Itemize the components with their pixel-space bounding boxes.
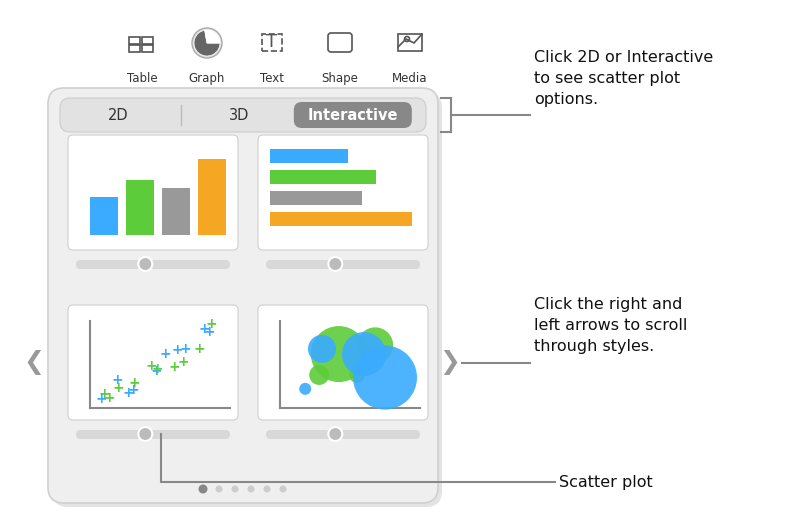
Text: +: + [198, 322, 209, 335]
Text: Click the right and
left arrows to scroll
through styles.: Click the right and left arrows to scrol… [534, 297, 687, 354]
Text: T: T [266, 33, 277, 51]
Bar [0, 0, 500, 85]
FancyBboxPatch shape [266, 260, 419, 269]
Circle shape [198, 485, 208, 494]
Bar [270, 191, 362, 205]
Bar [129, 45, 139, 52]
Text: +: + [113, 381, 124, 395]
Circle shape [138, 257, 152, 271]
FancyBboxPatch shape [258, 305, 427, 420]
Text: Text: Text [260, 72, 284, 85]
Text: +: + [112, 372, 123, 387]
Bar [142, 45, 152, 52]
Bar [129, 37, 139, 44]
Wedge shape [204, 30, 220, 43]
Text: Shape: Shape [321, 72, 358, 85]
Circle shape [311, 326, 367, 382]
Text: +: + [205, 317, 217, 331]
Circle shape [357, 327, 393, 363]
Text: +: + [104, 391, 115, 405]
Circle shape [231, 486, 238, 492]
Circle shape [279, 486, 286, 492]
Circle shape [215, 486, 222, 492]
FancyBboxPatch shape [294, 102, 411, 128]
FancyBboxPatch shape [48, 88, 437, 503]
Text: Interactive: Interactive [307, 107, 397, 123]
Text: +: + [168, 360, 180, 374]
Text: Table: Table [127, 72, 157, 85]
Text: ❯: ❯ [439, 350, 460, 375]
Bar [198, 159, 225, 235]
Wedge shape [194, 30, 220, 56]
Bar [270, 212, 411, 226]
Text: +: + [159, 348, 171, 361]
Bar [162, 188, 190, 235]
FancyBboxPatch shape [68, 135, 238, 250]
Circle shape [353, 345, 417, 409]
Text: Scatter plot: Scatter plot [558, 475, 652, 489]
FancyBboxPatch shape [68, 305, 238, 420]
Text: +: + [98, 387, 109, 400]
Bar [270, 170, 376, 184]
Text: +: + [96, 392, 107, 406]
Text: +: + [127, 384, 139, 397]
Text: +: + [171, 343, 183, 357]
Text: +: + [122, 386, 134, 400]
Text: +: + [178, 342, 191, 357]
Text: Graph: Graph [189, 72, 225, 85]
Circle shape [341, 332, 385, 376]
Circle shape [298, 383, 311, 395]
Bar [270, 149, 348, 163]
Bar [90, 197, 118, 235]
Text: ❮: ❮ [24, 350, 45, 375]
Circle shape [309, 365, 328, 385]
Text: +: + [194, 342, 205, 355]
FancyBboxPatch shape [76, 430, 230, 439]
Circle shape [191, 28, 221, 58]
Circle shape [328, 427, 342, 441]
Text: Click 2D or Interactive
to see scatter plot
options.: Click 2D or Interactive to see scatter p… [534, 50, 712, 107]
Bar [126, 180, 154, 235]
FancyBboxPatch shape [266, 430, 419, 439]
Circle shape [328, 257, 342, 271]
Circle shape [247, 486, 254, 492]
Text: +: + [145, 359, 157, 373]
Text: Media: Media [392, 72, 427, 85]
Bar [142, 37, 152, 44]
Circle shape [264, 486, 270, 492]
Text: 2D: 2D [108, 107, 129, 123]
Circle shape [349, 367, 365, 383]
Circle shape [138, 427, 152, 441]
Bar [397, 34, 422, 51]
Text: +: + [178, 355, 189, 369]
Wedge shape [204, 30, 220, 43]
Text: +: + [129, 376, 140, 390]
Text: +: + [151, 362, 163, 376]
Circle shape [307, 335, 336, 363]
Text: +: + [150, 364, 161, 378]
FancyBboxPatch shape [76, 260, 230, 269]
FancyBboxPatch shape [52, 92, 441, 507]
Text: +: + [204, 325, 215, 339]
Text: 3D: 3D [229, 107, 249, 123]
FancyBboxPatch shape [60, 98, 426, 132]
FancyBboxPatch shape [258, 135, 427, 250]
